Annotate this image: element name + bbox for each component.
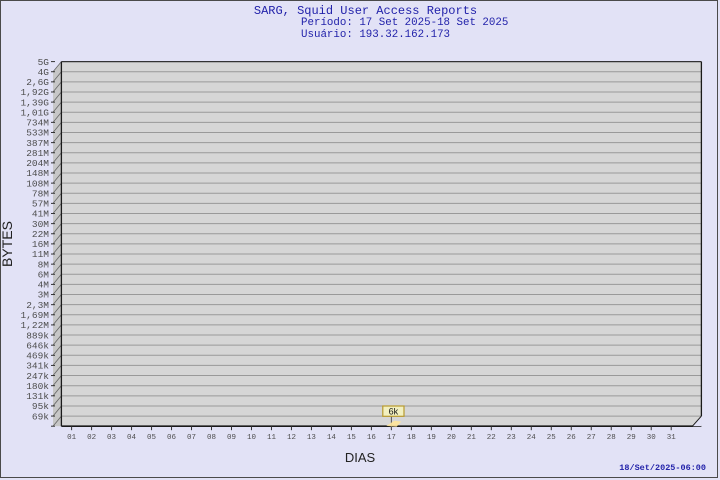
svg-text:26: 26 <box>567 434 577 442</box>
svg-text:31: 31 <box>667 434 677 442</box>
svg-text:69k: 69k <box>32 411 49 422</box>
svg-text:21: 21 <box>467 434 477 442</box>
svg-text:14: 14 <box>327 434 337 442</box>
svg-text:22: 22 <box>487 434 496 442</box>
svg-text:19: 19 <box>427 434 436 442</box>
svg-text:15: 15 <box>347 434 357 442</box>
svg-text:16: 16 <box>367 434 377 442</box>
svg-text:23: 23 <box>507 434 517 442</box>
svg-text:10: 10 <box>247 434 257 442</box>
svg-text:27: 27 <box>587 434 596 442</box>
svg-text:09: 09 <box>227 434 236 442</box>
svg-text:25: 25 <box>547 434 557 442</box>
svg-text:11: 11 <box>267 434 277 442</box>
svg-text:18: 18 <box>407 434 416 442</box>
svg-text:28: 28 <box>607 434 616 442</box>
svg-text:30: 30 <box>647 434 657 442</box>
svg-text:17: 17 <box>387 434 396 442</box>
svg-text:03: 03 <box>107 434 117 442</box>
svg-text:07: 07 <box>187 434 196 442</box>
svg-text:02: 02 <box>87 434 96 442</box>
svg-text:29: 29 <box>627 434 636 442</box>
svg-text:12: 12 <box>287 434 296 442</box>
svg-text:20: 20 <box>447 434 457 442</box>
svg-text:06: 06 <box>167 434 177 442</box>
svg-text:08: 08 <box>207 434 216 442</box>
svg-text:05: 05 <box>147 434 157 442</box>
svg-text:01: 01 <box>67 434 77 442</box>
svg-text:04: 04 <box>127 434 137 442</box>
svg-text:6k: 6k <box>389 406 399 416</box>
svg-text:13: 13 <box>307 434 317 442</box>
svg-text:24: 24 <box>527 434 537 442</box>
